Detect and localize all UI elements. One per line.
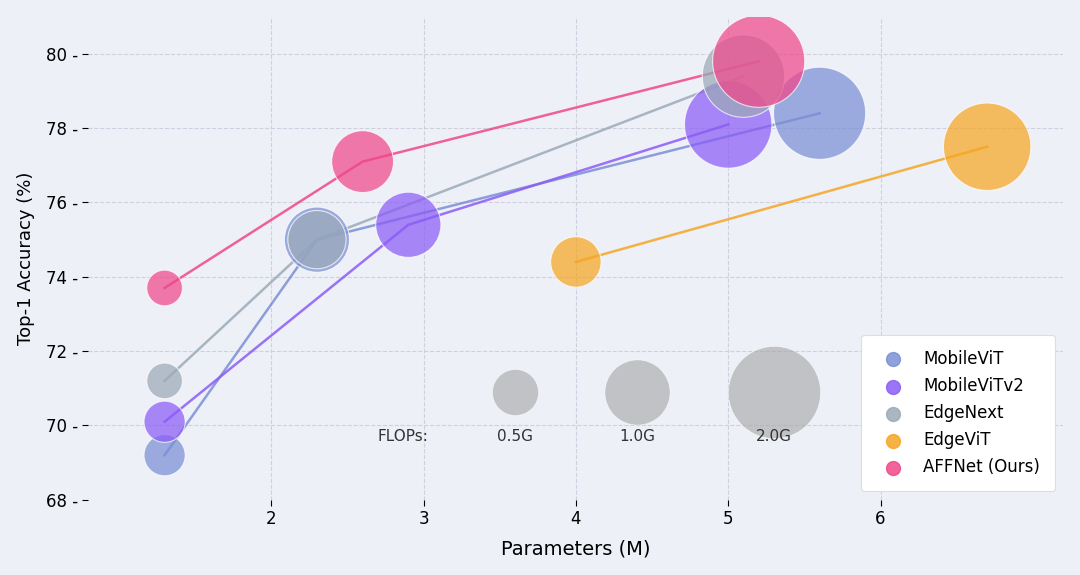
Point (811, 109, 828, 118)
Legend: MobileViT, MobileViTv2, EdgeNext, EdgeViT, AFFNet (Ours): MobileViT, MobileViTv2, EdgeNext, EdgeVi… (862, 335, 1055, 492)
Point (567, 258, 584, 267)
Text: 0.5G: 0.5G (497, 429, 532, 444)
Point (766, 388, 783, 397)
Text: 1.0G: 1.0G (619, 429, 654, 444)
Point (156, 376, 173, 385)
Point (308, 235, 325, 244)
Point (629, 388, 646, 397)
Point (719, 120, 737, 129)
Point (156, 417, 173, 426)
Point (400, 220, 417, 229)
Point (308, 235, 325, 244)
Point (750, 57, 767, 66)
Y-axis label: Top-1 Accuracy (%): Top-1 Accuracy (%) (16, 171, 35, 345)
Point (156, 451, 173, 460)
Text: 2.0G: 2.0G (756, 429, 792, 444)
Point (507, 388, 524, 397)
Point (354, 157, 372, 166)
Text: FLOPs:: FLOPs: (378, 429, 429, 444)
Point (978, 142, 996, 151)
Point (734, 71, 752, 80)
Point (156, 283, 173, 293)
X-axis label: Parameters (M): Parameters (M) (501, 539, 650, 558)
